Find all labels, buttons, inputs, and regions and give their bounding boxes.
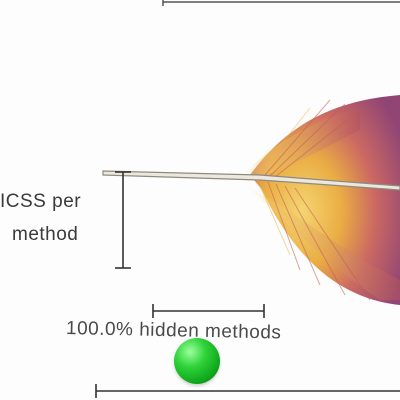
- per-method-label-line2: method: [12, 224, 79, 245]
- green-marker-dot[interactable]: [174, 338, 220, 384]
- horizontal-scale-bar: [152, 304, 265, 318]
- vertical-scale-bar: [115, 171, 131, 269]
- per-method-label-line1: ICSS per: [0, 191, 82, 212]
- feather: [240, 95, 400, 305]
- feather-quill: [102, 170, 400, 191]
- bottom-scale-bar: [95, 384, 400, 398]
- hidden-methods-label: 100.0% hidden methods: [65, 318, 282, 344]
